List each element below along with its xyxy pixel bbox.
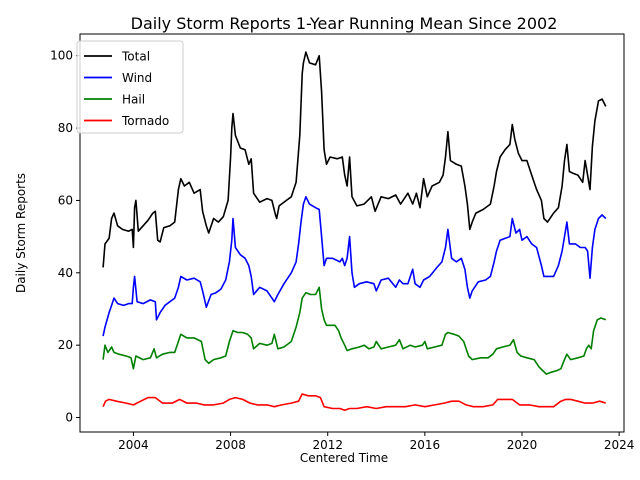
x-axis-ticks: 2004 2008 2012 2016 2020 2024 <box>118 432 634 452</box>
plot-area <box>79 33 625 433</box>
y-tick-label: 40 <box>58 266 73 280</box>
x-axis-label: Centered Time <box>300 451 388 465</box>
x-tick-label: 2020 <box>507 438 538 452</box>
legend-label-tornado: Tornado <box>121 114 169 128</box>
y-tick-label: 0 <box>65 411 73 425</box>
chart-title: Daily Storm Reports 1-Year Running Mean … <box>131 14 558 33</box>
series-line-total <box>102 51 607 268</box>
x-tick-label: 2024 <box>604 438 635 452</box>
series-line-hail <box>102 286 607 375</box>
legend-label-wind: Wind <box>122 71 152 85</box>
y-tick-label: 60 <box>58 193 73 207</box>
legend-label-hail: Hail <box>122 93 145 107</box>
y-tick-label: 20 <box>58 338 73 352</box>
legend: Total Wind Hail Tornado <box>76 40 184 134</box>
x-tick-label: 2008 <box>215 438 246 452</box>
legend-frame <box>76 40 184 134</box>
plot-frame <box>79 33 625 433</box>
series-line-wind <box>102 196 607 337</box>
series-layer <box>102 51 607 412</box>
legend-label-total: Total <box>121 50 150 64</box>
y-axis-label: Daily Storm Reports <box>14 173 28 293</box>
y-tick-label: 100 <box>50 49 73 63</box>
x-tick-label: 2012 <box>312 438 343 452</box>
x-tick-label: 2016 <box>410 438 441 452</box>
legend-entries: Total Wind Hail Tornado <box>84 50 169 128</box>
x-tick-label: 2004 <box>118 438 149 452</box>
y-axis-ticks: 0 20 40 60 80 100 <box>50 49 80 425</box>
y-tick-label: 80 <box>58 121 73 135</box>
series-line-tornado <box>102 393 607 412</box>
